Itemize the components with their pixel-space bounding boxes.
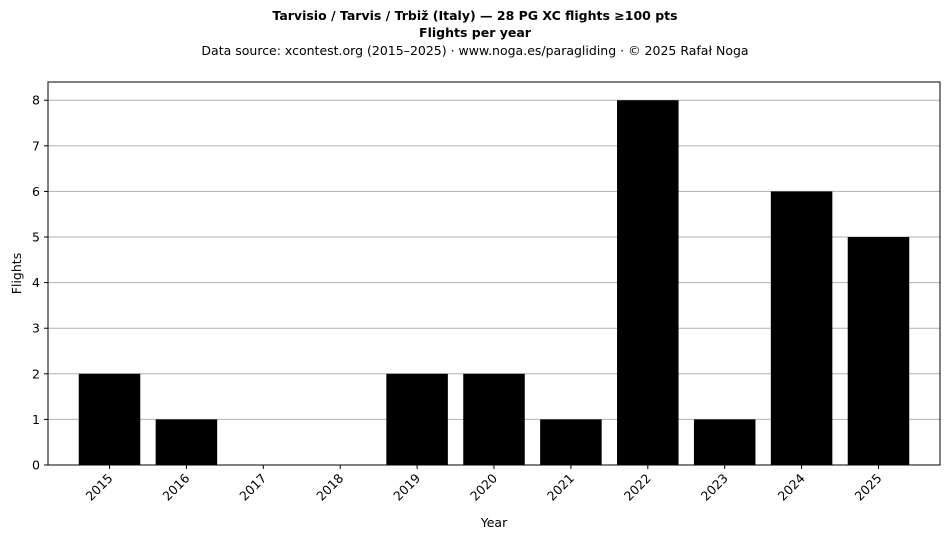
y-axis-ticks: 0 1 2 3 4 5 6 7 8	[32, 93, 48, 473]
x-tick-label: 2024	[775, 470, 808, 503]
x-tick-label: 2022	[621, 471, 654, 504]
bar-2016	[155, 419, 218, 465]
x-tick-label: 2021	[544, 471, 577, 504]
bars	[78, 100, 910, 465]
bar-2022	[617, 100, 679, 465]
bar-2015	[78, 373, 141, 465]
x-tick-label: 2016	[159, 470, 192, 503]
y-tick-label: 8	[32, 93, 40, 108]
y-tick-label: 0	[32, 458, 40, 473]
x-tick-label: 2015	[83, 471, 116, 504]
bar-2020	[463, 373, 525, 465]
bar-2021	[540, 419, 602, 465]
x-axis-ticks: 2015 2016 2017 2018 2019 2020 2021 2022 2023 2024…	[83, 465, 885, 504]
bar-2025	[847, 237, 910, 465]
y-tick-label: 2	[32, 366, 40, 381]
bar-2019	[386, 373, 448, 465]
data-source-note: Data source: xcontest.org (2015–2025) · …	[201, 43, 749, 58]
y-tick-label: 3	[32, 321, 40, 336]
x-axis-label: Year	[480, 515, 508, 530]
y-tick-label: 7	[32, 138, 40, 153]
y-tick-label: 6	[32, 184, 40, 199]
bar-2024	[770, 191, 833, 465]
y-tick-label: 4	[32, 275, 40, 290]
x-tick-label: 2018	[313, 470, 346, 503]
y-axis-label: Flights	[9, 253, 24, 294]
chart-title: Tarvisio / Tarvis / Trbiž (Italy) — 28 P…	[272, 8, 678, 23]
x-tick-label: 2017	[236, 471, 269, 504]
x-tick-label: 2020	[467, 470, 500, 503]
bar-2023	[693, 419, 756, 465]
chart-subtitle: Flights per year	[419, 25, 531, 40]
x-tick-label: 2023	[698, 471, 731, 504]
y-tick-label: 5	[32, 230, 40, 245]
x-tick-label: 2025	[852, 471, 885, 504]
y-tick-label: 1	[32, 412, 40, 427]
x-tick-label: 2019	[390, 470, 423, 503]
